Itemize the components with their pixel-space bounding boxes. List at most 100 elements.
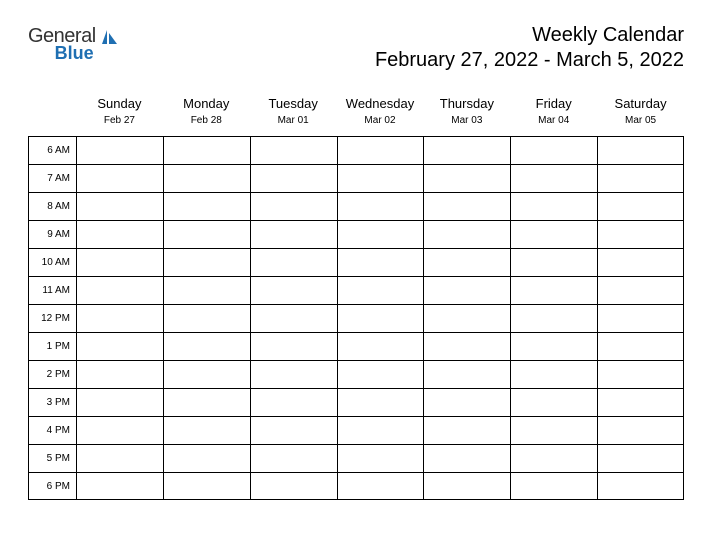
calendar-cell[interactable]: [597, 192, 684, 220]
calendar-cell[interactable]: [423, 416, 510, 444]
calendar-cell[interactable]: [76, 332, 163, 360]
calendar-cell[interactable]: [250, 220, 337, 248]
calendar-cell[interactable]: [510, 416, 597, 444]
calendar-cell[interactable]: [597, 248, 684, 276]
calendar-cell[interactable]: [250, 416, 337, 444]
calendar-cell[interactable]: [163, 444, 250, 472]
calendar-cell[interactable]: [76, 472, 163, 500]
calendar-cell[interactable]: [423, 472, 510, 500]
calendar-cell[interactable]: [423, 136, 510, 164]
calendar-cell[interactable]: [597, 444, 684, 472]
calendar-cell[interactable]: [597, 472, 684, 500]
day-header: MondayFeb 28: [163, 90, 250, 136]
calendar-cell[interactable]: [163, 388, 250, 416]
calendar-cell[interactable]: [337, 276, 424, 304]
calendar-cell[interactable]: [337, 360, 424, 388]
calendar-cell[interactable]: [510, 388, 597, 416]
calendar-cell[interactable]: [337, 388, 424, 416]
brand-sails-icon: [100, 28, 120, 53]
calendar-cell[interactable]: [250, 332, 337, 360]
day-name: Wednesday: [337, 96, 424, 111]
calendar-cell[interactable]: [510, 164, 597, 192]
hour-label: 9 AM: [28, 220, 76, 248]
calendar-cell[interactable]: [423, 304, 510, 332]
calendar-cell[interactable]: [76, 136, 163, 164]
calendar-cell[interactable]: [250, 136, 337, 164]
calendar-cell[interactable]: [510, 332, 597, 360]
calendar-cell[interactable]: [163, 472, 250, 500]
calendar-cell[interactable]: [510, 304, 597, 332]
calendar-cell[interactable]: [76, 388, 163, 416]
calendar-cell[interactable]: [163, 276, 250, 304]
calendar-cell[interactable]: [423, 220, 510, 248]
calendar-cell[interactable]: [423, 164, 510, 192]
calendar-cell[interactable]: [250, 388, 337, 416]
calendar-cell[interactable]: [510, 444, 597, 472]
calendar-cell[interactable]: [337, 192, 424, 220]
calendar-cell[interactable]: [510, 192, 597, 220]
calendar-cell[interactable]: [597, 416, 684, 444]
calendar-cell[interactable]: [510, 220, 597, 248]
calendar-cell[interactable]: [510, 248, 597, 276]
calendar-cell[interactable]: [250, 304, 337, 332]
calendar-cell[interactable]: [250, 472, 337, 500]
calendar-cell[interactable]: [337, 136, 424, 164]
calendar-cell[interactable]: [163, 164, 250, 192]
calendar-cell[interactable]: [510, 136, 597, 164]
calendar-cell[interactable]: [423, 332, 510, 360]
calendar-cell[interactable]: [597, 220, 684, 248]
calendar-cell[interactable]: [597, 332, 684, 360]
calendar-cell[interactable]: [423, 444, 510, 472]
calendar-cell[interactable]: [250, 276, 337, 304]
calendar-cell[interactable]: [76, 164, 163, 192]
calendar-cell[interactable]: [76, 304, 163, 332]
calendar-cell[interactable]: [163, 192, 250, 220]
calendar-cell[interactable]: [76, 276, 163, 304]
calendar-cell[interactable]: [423, 192, 510, 220]
calendar-cell[interactable]: [597, 304, 684, 332]
calendar-cell[interactable]: [250, 192, 337, 220]
day-name: Friday: [510, 96, 597, 111]
calendar-cell[interactable]: [250, 360, 337, 388]
calendar-cell[interactable]: [337, 220, 424, 248]
calendar-cell[interactable]: [337, 164, 424, 192]
calendar-cell[interactable]: [423, 388, 510, 416]
calendar-cell[interactable]: [510, 360, 597, 388]
calendar-cell[interactable]: [163, 416, 250, 444]
weekly-calendar-grid: SundayFeb 27MondayFeb 28TuesdayMar 01Wed…: [28, 90, 684, 500]
calendar-cell[interactable]: [337, 332, 424, 360]
calendar-cell[interactable]: [76, 248, 163, 276]
calendar-cell[interactable]: [337, 416, 424, 444]
calendar-cell[interactable]: [76, 220, 163, 248]
calendar-cell[interactable]: [76, 416, 163, 444]
calendar-cell[interactable]: [423, 248, 510, 276]
calendar-cell[interactable]: [337, 444, 424, 472]
calendar-cell[interactable]: [510, 472, 597, 500]
calendar-cell[interactable]: [337, 304, 424, 332]
calendar-cell[interactable]: [597, 136, 684, 164]
calendar-cell[interactable]: [597, 164, 684, 192]
calendar-cell[interactable]: [163, 136, 250, 164]
page-header: General Blue Weekly Calendar February 27…: [28, 24, 684, 72]
calendar-cell[interactable]: [163, 220, 250, 248]
calendar-cell[interactable]: [163, 332, 250, 360]
calendar-cell[interactable]: [250, 444, 337, 472]
calendar-cell[interactable]: [597, 360, 684, 388]
calendar-cell[interactable]: [163, 360, 250, 388]
calendar-cell[interactable]: [250, 164, 337, 192]
calendar-cell[interactable]: [423, 360, 510, 388]
calendar-cell[interactable]: [597, 276, 684, 304]
calendar-cell[interactable]: [597, 388, 684, 416]
calendar-cell[interactable]: [163, 304, 250, 332]
day-header: ThursdayMar 03: [423, 90, 510, 136]
calendar-cell[interactable]: [76, 360, 163, 388]
calendar-cell[interactable]: [337, 472, 424, 500]
calendar-cell[interactable]: [163, 248, 250, 276]
calendar-cell[interactable]: [76, 192, 163, 220]
calendar-cell[interactable]: [510, 276, 597, 304]
hour-label: 1 PM: [28, 332, 76, 360]
calendar-cell[interactable]: [423, 276, 510, 304]
calendar-cell[interactable]: [337, 248, 424, 276]
calendar-cell[interactable]: [76, 444, 163, 472]
calendar-cell[interactable]: [250, 248, 337, 276]
